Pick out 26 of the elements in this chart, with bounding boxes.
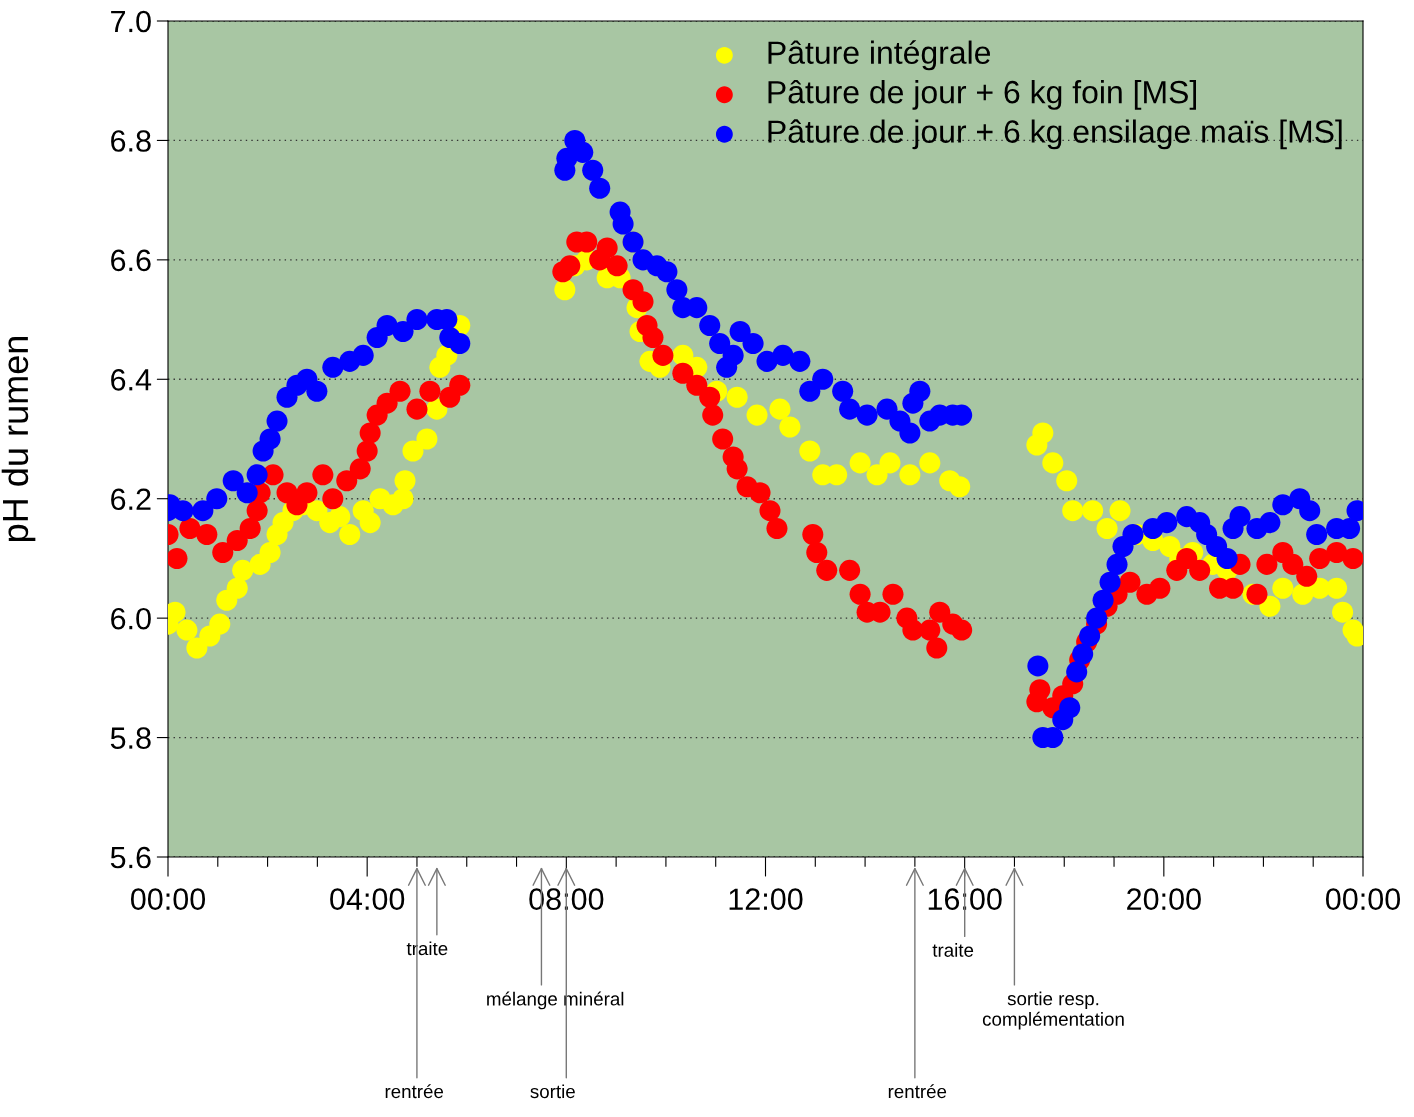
- y-tick-label: 5.8: [110, 727, 151, 749]
- text: sortie resp. complémentation: [982, 991, 1124, 1030]
- legend-label: Pâture de jour + 6 kg foin [MS]: [768, 79, 1196, 110]
- text: traite: [932, 943, 974, 957]
- x-tick-label: 20:00: [1127, 888, 1201, 910]
- x-tick-label: 00:00: [130, 888, 206, 910]
- x-tick-label: 00:00: [1325, 888, 1401, 910]
- y-tick-label: 6.2: [111, 488, 151, 511]
- y-tick-label: 7.0: [111, 10, 151, 33]
- text: rentrée: [888, 1084, 947, 1099]
- y-tick-label: 5.6: [110, 846, 151, 869]
- legend-label: Pâture intégrale: [768, 40, 991, 71]
- y-tick-label: 6.0: [111, 607, 151, 630]
- y-tick-label: 6.8: [111, 130, 151, 152]
- y-tick-label: 6.6: [111, 249, 151, 272]
- x-tick-label: 04:00: [330, 888, 405, 910]
- text: mélange minéral: [487, 991, 624, 1010]
- y-tick-label: 6.4: [111, 369, 152, 391]
- x-tick-label: 16:00: [928, 888, 1002, 910]
- text: traite: [406, 941, 448, 956]
- y-axis-title: pH du rumen: [1, 336, 36, 542]
- text: sortie: [530, 1084, 575, 1099]
- x-tick-label: 12:00: [729, 888, 803, 910]
- legend-label: Pâture de jour + 6 kg ensilage maïs [MS]: [768, 119, 1342, 150]
- x-tick-label: 08:00: [529, 888, 604, 910]
- text: rentrée: [385, 1084, 444, 1099]
